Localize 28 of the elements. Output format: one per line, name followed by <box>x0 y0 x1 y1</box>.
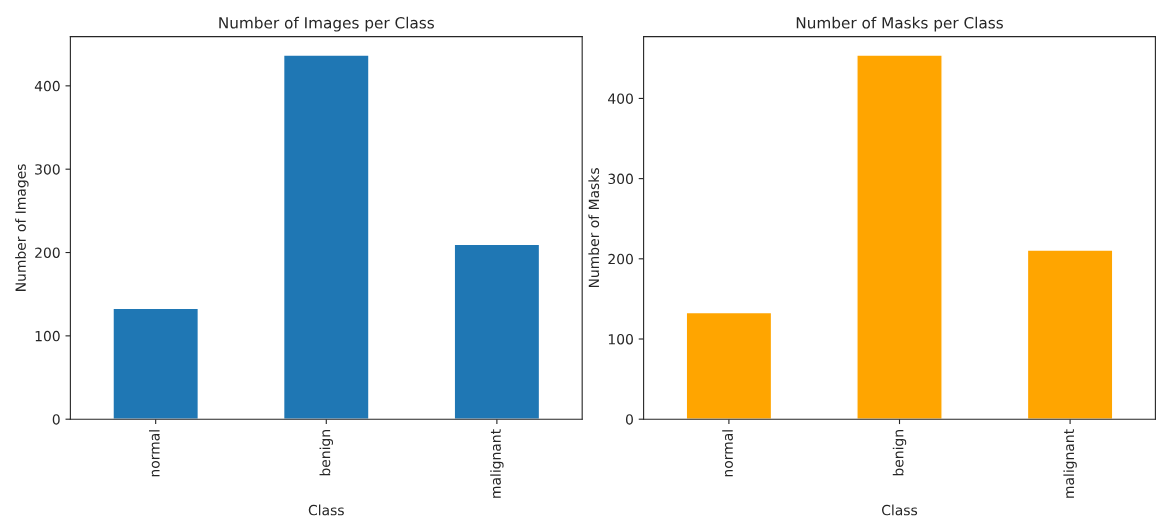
bar <box>453 243 541 420</box>
x-tick-label: malignant <box>490 429 504 498</box>
y-tick-label: 100 <box>35 330 60 342</box>
y-tick-label: 400 <box>608 93 633 104</box>
y-tick-label: 100 <box>608 333 633 345</box>
x-tick-label: benign <box>319 430 333 476</box>
y-tick-label: 400 <box>34 80 60 92</box>
bar <box>282 54 370 420</box>
y-tick-label: 0 <box>52 414 60 425</box>
bar <box>685 311 773 420</box>
y-tick-label: 200 <box>608 253 633 265</box>
x-axis-title: Class <box>308 504 344 516</box>
x-axis-title: Class <box>882 504 918 516</box>
x-tick-label: benign <box>892 430 907 476</box>
y-tick-label: 0 <box>625 414 633 425</box>
chart-title: Number of Images per Class <box>219 16 434 32</box>
y-tick-label: 300 <box>608 173 633 185</box>
y-tick-label: 200 <box>35 247 60 258</box>
y-axis-title: Number of Images <box>15 164 29 291</box>
bar <box>112 307 200 420</box>
y-tick-label: 300 <box>35 164 60 175</box>
bar <box>1026 249 1114 420</box>
x-tick-label: normal <box>148 430 160 477</box>
y-axis-title: Number of Masks <box>588 168 600 288</box>
bar <box>856 54 943 420</box>
x-tick-label: malignant <box>1063 429 1077 498</box>
x-tick-label: normal <box>722 430 733 477</box>
chart-title: Number of Masks per Class <box>796 16 1003 32</box>
